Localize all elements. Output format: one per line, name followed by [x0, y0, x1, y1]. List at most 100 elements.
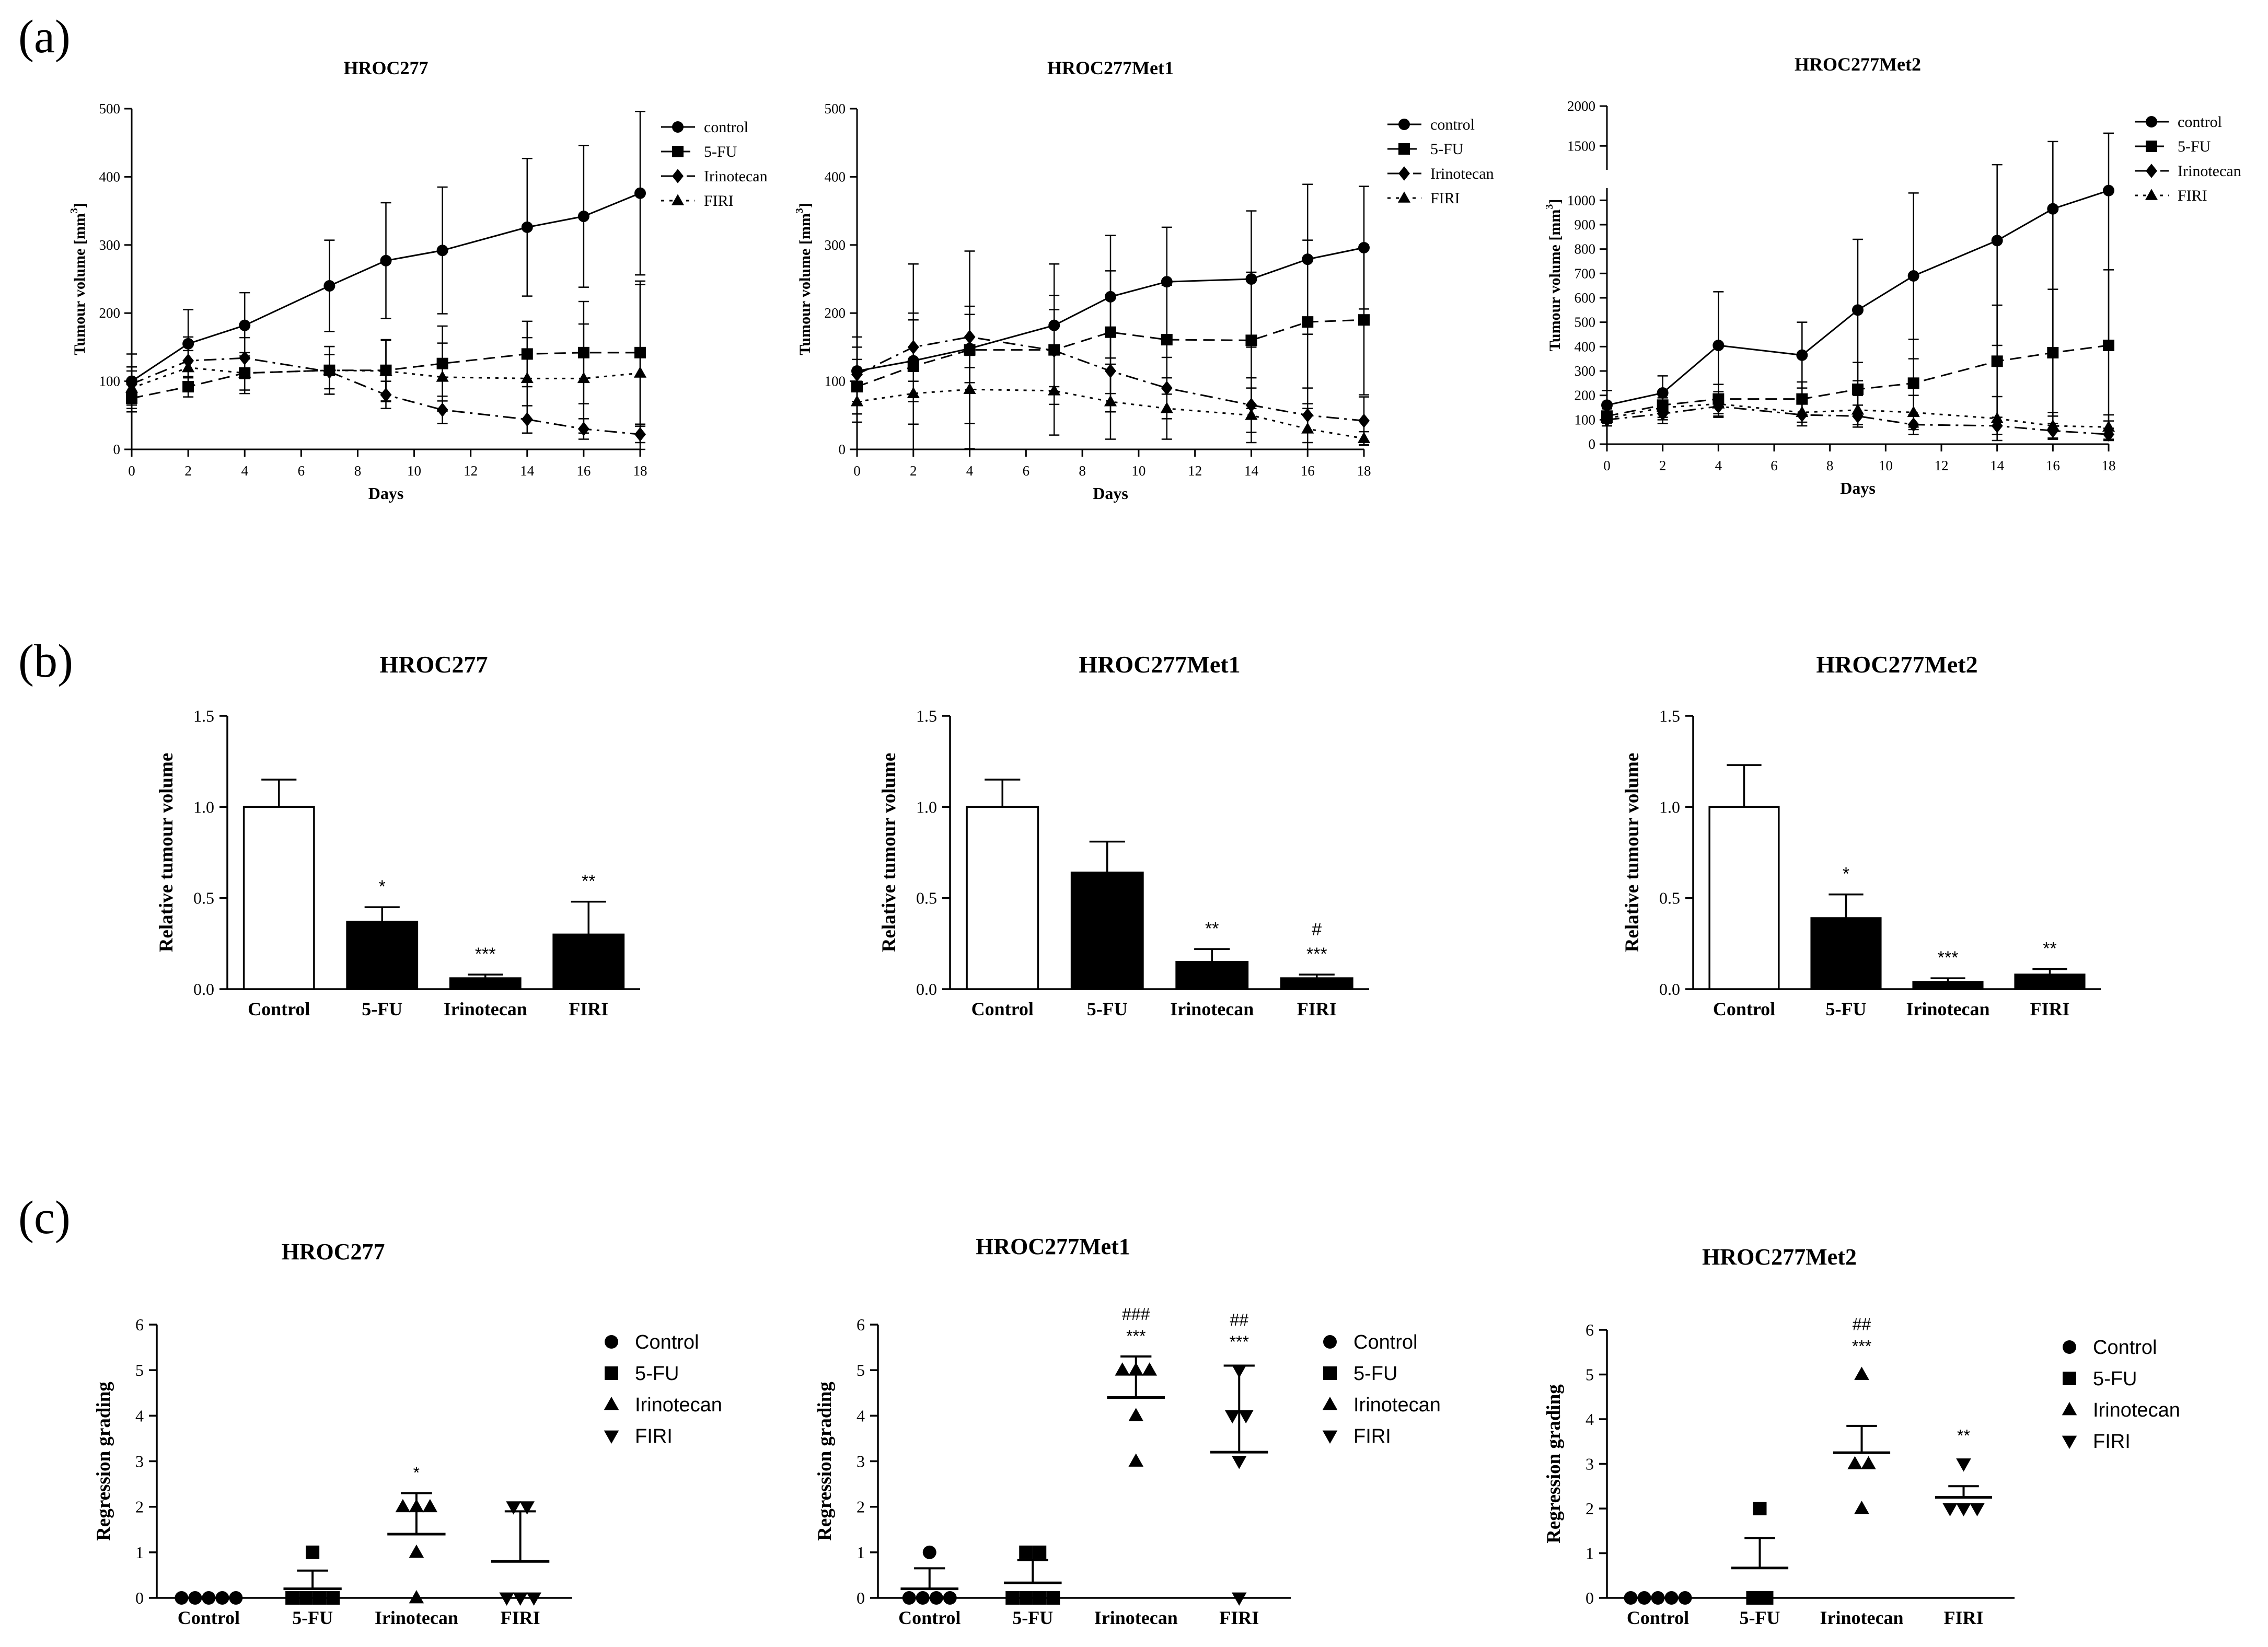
y-tick-label: 5	[857, 1361, 865, 1379]
y-tick-label: 0.5	[1659, 889, 1680, 908]
bar-chart-1: 0.0 0.5 1.0 1.5 HROC277 Relative tumour volum…	[156, 651, 640, 1019]
y-tick-label: 0	[135, 1588, 144, 1607]
y-tick-label: 700	[1575, 265, 1596, 281]
data-point-Control	[929, 1591, 943, 1605]
y-tick-label: 2	[135, 1498, 144, 1516]
significance-label: ***	[1306, 944, 1327, 964]
legend-marker	[1322, 1430, 1338, 1444]
x-tick-label: 2	[184, 463, 192, 479]
bar-Irinotecan	[1912, 981, 1984, 990]
x-tick-label: 6	[1023, 463, 1030, 479]
legend-marker	[604, 1397, 619, 1410]
y-tick-label: 900	[1575, 217, 1596, 233]
data-point	[2103, 184, 2114, 196]
y-tick-label: 200	[825, 305, 846, 321]
legend-label: FIRI	[635, 1425, 673, 1447]
data-point-Irinotecan	[1847, 1456, 1862, 1469]
y-tick-label: 1.5	[916, 706, 937, 725]
legend-marker	[2145, 189, 2158, 200]
chart-title: HROC277	[344, 57, 429, 78]
x-tick-label: 4	[241, 463, 248, 479]
legend-label: 5-FU	[1353, 1363, 1397, 1385]
data-point	[436, 245, 448, 257]
chart-title: HROC277Met1	[1047, 57, 1174, 78]
data-point	[634, 187, 646, 199]
data-point-5-FU	[1033, 1545, 1047, 1559]
x-tick-label: 2	[910, 463, 917, 479]
y-axis-label: Tumour volume [mm3]	[68, 203, 88, 355]
legend-label: 5-FU	[704, 143, 737, 160]
data-point	[2046, 419, 2059, 431]
data-point	[1600, 412, 1614, 423]
chart-title: HROC277Met1	[976, 1234, 1130, 1259]
data-point	[239, 319, 251, 331]
y-tick-label: 500	[825, 101, 846, 117]
significance-label: ***	[1852, 1337, 1871, 1356]
y-tick-label: 0.0	[1659, 980, 1680, 999]
x-tick-label: 14	[1990, 458, 2005, 473]
data-point-5-FU	[1019, 1545, 1033, 1559]
y-tick-label: 800	[1575, 241, 1596, 257]
x-tick-label: 0	[1603, 458, 1611, 473]
legend-marker	[671, 194, 685, 205]
y-tick-label: 0.0	[916, 980, 937, 999]
data-point-Irinotecan	[1854, 1366, 1869, 1380]
y-tick-label: 200	[99, 305, 121, 321]
x-tick-label: 0	[853, 463, 861, 479]
y-tick-label: 100	[825, 374, 846, 389]
dot-chart-2: 0 1 2 3 4 5 6 HROC277Met1 Regression grading Cont…	[814, 1234, 1441, 1628]
y-tick-label: 300	[825, 237, 846, 253]
category-label: 5-FU	[1740, 1607, 1780, 1628]
y-tick-label: 300	[99, 237, 121, 253]
x-tick-label: 18	[1357, 463, 1371, 479]
data-point-5-FU	[1019, 1591, 1033, 1605]
series-FIRI	[1600, 391, 2115, 442]
y-tick-label: 400	[99, 169, 121, 184]
series-line	[1606, 405, 2109, 435]
legend-label: FIRI	[704, 192, 734, 210]
y-tick-label: 4	[1586, 1410, 1594, 1429]
data-point-Irinotecan	[395, 1499, 411, 1513]
data-point	[182, 381, 194, 393]
data-point	[2103, 340, 2114, 351]
data-point-Irinotecan	[1115, 1362, 1130, 1376]
category-label: Control	[971, 999, 1034, 1019]
bar-FIRI	[552, 933, 625, 990]
legend-marker	[1398, 143, 1410, 155]
category-label: Irinotecan	[1094, 1607, 1178, 1628]
y-tick-label: 2	[857, 1498, 865, 1516]
category-label: Irinotecan	[1906, 999, 1990, 1019]
y-axis-label-bracket: ]	[1546, 199, 1564, 204]
category-label: Control	[1713, 999, 1775, 1019]
x-axis-label: Days	[1093, 484, 1128, 503]
category-label: FIRI	[501, 1607, 540, 1628]
y-tick-label: 6	[135, 1315, 144, 1334]
legend-label: 5-FU	[2178, 138, 2211, 155]
bar-chart-2: 0.0 0.5 1.0 1.5 HROC277Met1 Relative tumour v…	[878, 651, 1369, 1019]
y-tick-label: 1.5	[193, 706, 214, 725]
legend-label: 5-FU	[635, 1363, 679, 1385]
data-point	[1245, 409, 1258, 420]
data-point	[1656, 401, 1669, 412]
bar-5-FU	[1810, 917, 1882, 990]
data-point	[1796, 393, 1808, 405]
legend-label: Irinotecan	[2178, 163, 2241, 180]
data-point	[1991, 235, 2003, 247]
y-axis-label-bracket: ]	[71, 203, 88, 208]
x-tick-label: 6	[298, 463, 305, 479]
data-point-5-FU	[1746, 1591, 1760, 1605]
legend-marker	[672, 121, 684, 133]
y-tick-label: 0.0	[193, 980, 214, 999]
data-point-5-FU	[1753, 1502, 1767, 1515]
legend-label: Control	[635, 1331, 699, 1353]
y-tick-label: 1	[135, 1543, 144, 1562]
legend-marker	[1397, 191, 1411, 203]
data-point	[907, 387, 920, 398]
y-tick-label: 1.0	[193, 797, 214, 816]
category-label: FIRI	[569, 999, 608, 1019]
category-label: 5-FU	[362, 999, 402, 1019]
legend-marker	[1398, 119, 1410, 130]
significance-label: ***	[1126, 1327, 1145, 1346]
data-point-FIRI	[1231, 1592, 1247, 1606]
